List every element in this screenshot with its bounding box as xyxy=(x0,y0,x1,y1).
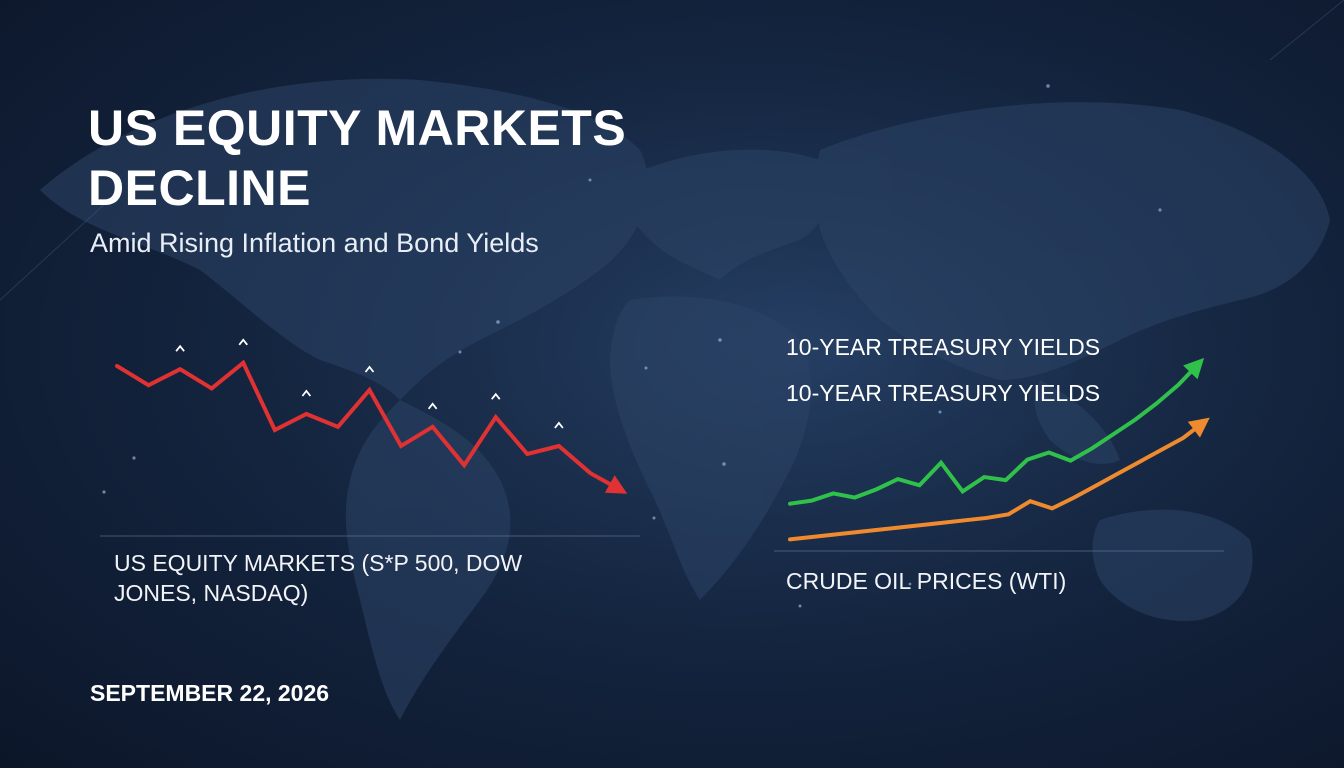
peak-marker xyxy=(427,402,438,410)
equity-chart-caption: US EQUITY MARKETS (S*P 500, DOW JONES, N… xyxy=(114,550,523,606)
legend-entry-yields-2: 10-YEAR TREASURY YIELDS xyxy=(786,380,1101,406)
peak-marker xyxy=(238,338,248,346)
page-title: US EQUITY MARKETS DECLINE xyxy=(88,100,627,216)
peak-marker xyxy=(364,365,375,373)
publish-date: SEPTEMBER 22, 2026 xyxy=(90,680,330,706)
yields-series-arrowhead xyxy=(1183,357,1205,380)
equity-series-arrowhead xyxy=(604,475,628,494)
oil-series-arrowhead xyxy=(1187,417,1210,438)
oil-chart-caption: CRUDE OIL PRICES (WTI) xyxy=(786,568,1067,594)
oil-series-line xyxy=(788,419,1207,542)
peak-marker xyxy=(491,392,501,400)
legend-entry-yields-1: 10-YEAR TREASURY YIELDS xyxy=(786,334,1101,360)
peak-marker xyxy=(175,344,185,352)
peak-marker xyxy=(301,389,312,397)
equity-series-line xyxy=(115,359,624,493)
yields-series-line xyxy=(788,360,1202,506)
page-subtitle: Amid Rising Inflation and Bond Yields xyxy=(90,228,539,258)
peak-marker xyxy=(554,421,564,429)
